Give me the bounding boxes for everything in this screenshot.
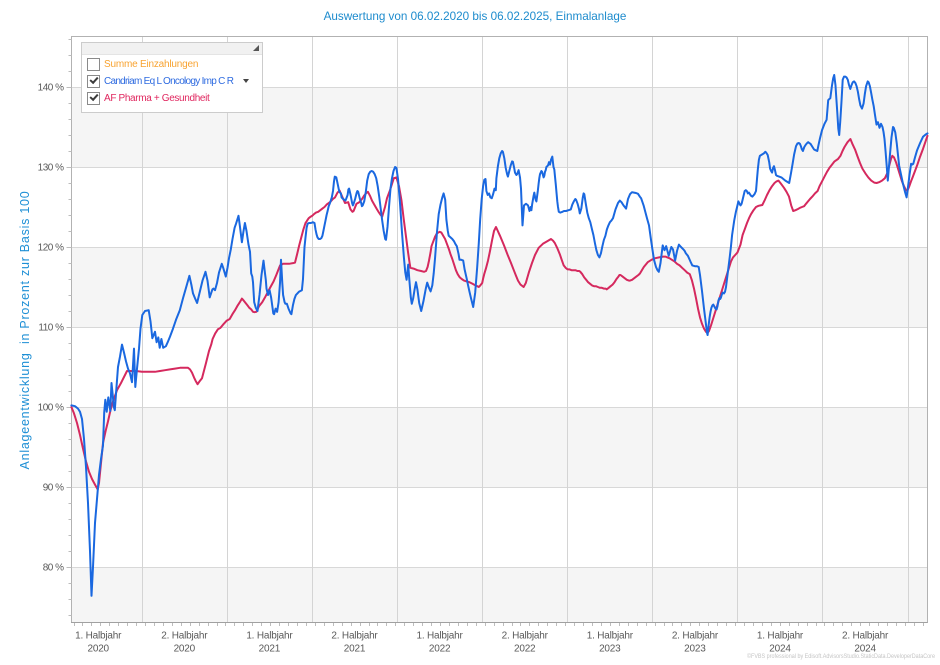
svg-text:120 %: 120 %	[38, 243, 64, 254]
svg-text:2020: 2020	[87, 644, 109, 655]
svg-text:2024: 2024	[854, 644, 876, 655]
svg-text:80 %: 80 %	[43, 563, 64, 574]
svg-text:2022: 2022	[514, 644, 536, 655]
svg-text:2. Halbjahr: 2. Halbjahr	[672, 631, 719, 642]
svg-text:1. Halbjahr: 1. Halbjahr	[246, 631, 293, 642]
svg-text:140 %: 140 %	[38, 83, 64, 94]
svg-text:110 %: 110 %	[38, 323, 64, 334]
svg-text:2021: 2021	[259, 644, 281, 655]
svg-text:2. Halbjahr: 2. Halbjahr	[502, 631, 549, 642]
svg-text:2024: 2024	[769, 644, 791, 655]
svg-text:2. Halbjahr: 2. Halbjahr	[161, 631, 208, 642]
svg-text:130 %: 130 %	[38, 163, 64, 174]
svg-text:2022: 2022	[429, 644, 451, 655]
svg-text:90 %: 90 %	[43, 483, 64, 494]
svg-text:2. Halbjahr: 2. Halbjahr	[331, 631, 378, 642]
svg-text:2023: 2023	[684, 644, 706, 655]
svg-text:1. Halbjahr: 1. Halbjahr	[417, 631, 464, 642]
svg-text:2023: 2023	[599, 644, 621, 655]
svg-text:©FVBS professional by Edisoft.: ©FVBS professional by Edisoft.AdvisorsSt…	[747, 652, 935, 660]
svg-text:100 %: 100 %	[38, 403, 64, 414]
svg-text:1. Halbjahr: 1. Halbjahr	[587, 631, 634, 642]
svg-text:1. Halbjahr: 1. Halbjahr	[757, 631, 804, 642]
svg-text:2020: 2020	[174, 644, 196, 655]
svg-text:2021: 2021	[344, 644, 366, 655]
svg-text:1. Halbjahr: 1. Halbjahr	[75, 631, 122, 642]
svg-text:2. Halbjahr: 2. Halbjahr	[842, 631, 889, 642]
